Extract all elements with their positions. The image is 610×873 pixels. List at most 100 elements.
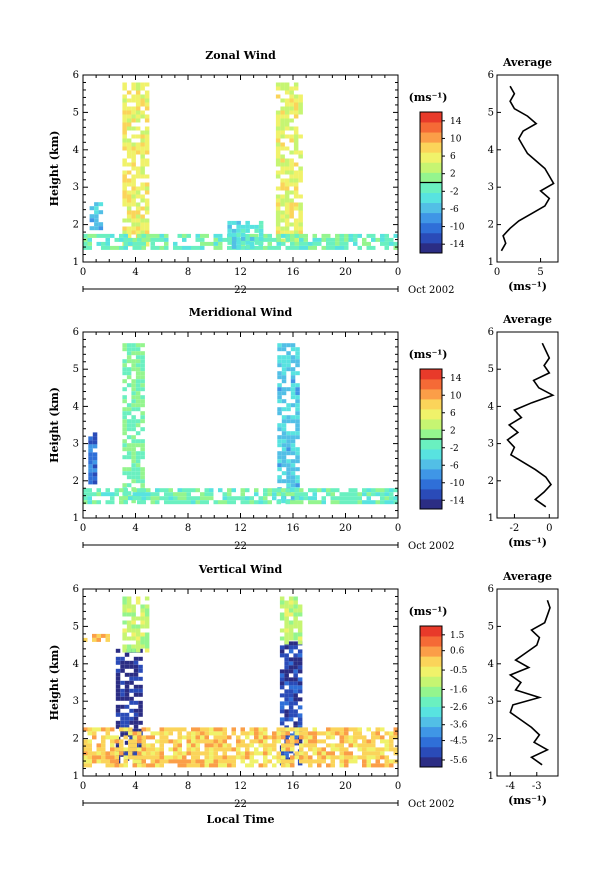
profile-x-tick-label: -3 xyxy=(532,781,542,792)
heatmap-cell xyxy=(88,440,93,445)
heatmap-cell xyxy=(281,455,287,460)
heatmap-cell xyxy=(366,488,371,493)
heatmap-cell xyxy=(254,236,259,241)
heatmap-cell xyxy=(131,632,136,637)
heatmap-cell xyxy=(284,186,290,191)
heatmap-cell xyxy=(362,747,367,752)
heatmap-cell xyxy=(279,616,285,621)
heatmap-cell xyxy=(173,492,178,497)
heatmap-cell xyxy=(366,500,371,505)
heatmap-cell xyxy=(308,747,313,752)
heatmap-cell xyxy=(144,126,150,131)
heatmap-cell xyxy=(293,106,299,111)
heatmap-cell xyxy=(92,468,98,473)
heatmap-cell xyxy=(357,727,362,732)
heatmap-cell xyxy=(240,755,245,760)
heatmap-cell xyxy=(140,379,145,384)
colorbar-tick-label: 10 xyxy=(450,134,462,144)
heatmap-cell xyxy=(284,632,289,637)
heatmap-cell xyxy=(293,174,299,179)
heatmap-cell xyxy=(326,735,331,740)
profile-y-tick-label: 1 xyxy=(488,771,494,782)
heatmap-cell xyxy=(294,245,299,250)
heatmap-cell xyxy=(126,110,132,115)
heatmap-cell xyxy=(89,206,95,211)
heatmap-cell xyxy=(295,479,300,484)
heatmap-cell xyxy=(371,755,376,760)
heatmap-cell xyxy=(312,500,317,505)
heatmap-cell xyxy=(284,190,290,195)
heatmap-cell xyxy=(275,142,281,147)
heatmap-cell xyxy=(135,202,141,207)
heatmap-cell xyxy=(120,668,125,673)
heatmap-cell xyxy=(173,759,178,764)
heatmap-cell xyxy=(299,735,304,740)
heatmap-cell xyxy=(140,186,145,191)
y-tick-label: 2 xyxy=(73,476,79,487)
heatmap-cell xyxy=(204,727,209,732)
heatmap-cell xyxy=(267,500,272,505)
heatmap-cell xyxy=(293,713,298,718)
heatmap-cell xyxy=(110,739,115,744)
heatmap-cell xyxy=(122,427,127,432)
heatmap-cell xyxy=(222,727,227,732)
heatmap-cell xyxy=(288,665,294,670)
heatmap-cell xyxy=(231,244,237,249)
heatmap-cell xyxy=(348,727,353,732)
heatmap-cell xyxy=(144,138,150,143)
heatmap-cell xyxy=(290,743,295,748)
heatmap-cell xyxy=(155,233,160,238)
heatmap-cell xyxy=(137,500,142,505)
colorbar-tick-label: -2 xyxy=(450,187,459,197)
heatmap-cell xyxy=(114,739,119,744)
heatmap-cell xyxy=(288,632,294,637)
heatmap-cell xyxy=(132,755,137,760)
heatmap-cell xyxy=(144,230,150,235)
heatmap-cell xyxy=(281,363,287,368)
heatmap-cell xyxy=(297,665,303,670)
heatmap-cell xyxy=(140,411,145,416)
heatmap-cell xyxy=(254,500,259,505)
heatmap-cell xyxy=(218,233,223,238)
heatmap-cell xyxy=(231,755,236,760)
heatmap-cell xyxy=(284,202,290,207)
colorbar-segment xyxy=(420,389,442,400)
heatmap-cell xyxy=(122,186,127,191)
heatmap-cell xyxy=(298,94,303,99)
profile-x-label: (ms⁻¹) xyxy=(508,280,547,293)
heatmap-cell xyxy=(126,383,132,388)
heatmap-cell xyxy=(164,241,169,246)
heatmap-cell xyxy=(122,138,127,143)
heatmap-cell xyxy=(218,488,223,493)
heatmap-cell xyxy=(375,755,380,760)
heatmap-cell xyxy=(280,122,285,127)
heatmap-cell xyxy=(146,237,151,242)
heatmap-cell xyxy=(290,241,295,246)
heatmap-cell xyxy=(353,739,358,744)
heatmap-cell xyxy=(317,747,322,752)
heatmap-cell xyxy=(131,178,136,183)
heatmap-cell xyxy=(146,743,151,748)
day-label: 22 xyxy=(234,799,247,810)
heatmap-cell xyxy=(132,245,137,250)
heatmap-cell xyxy=(285,731,290,736)
heatmap-cell xyxy=(124,688,130,693)
heatmap-cell xyxy=(122,419,127,424)
heatmap-cell xyxy=(289,230,294,235)
heatmap-cell xyxy=(236,228,241,233)
y-tick-label: 2 xyxy=(73,734,79,745)
heatmap-cell xyxy=(267,747,272,752)
heatmap-cell xyxy=(101,727,106,732)
heatmap-cell xyxy=(122,190,127,195)
heatmap-cell xyxy=(293,98,299,103)
heatmap-cell xyxy=(290,355,296,360)
heatmap-cell xyxy=(384,747,389,752)
heatmap-cell xyxy=(348,755,353,760)
heatmap-cell xyxy=(137,488,142,493)
heatmap-cell xyxy=(245,488,250,493)
heatmap-cell xyxy=(290,435,296,440)
heatmap-cell xyxy=(231,500,236,505)
heatmap-cell xyxy=(144,632,150,637)
heatmap-cell xyxy=(122,86,127,91)
heatmap-cell xyxy=(105,245,110,250)
